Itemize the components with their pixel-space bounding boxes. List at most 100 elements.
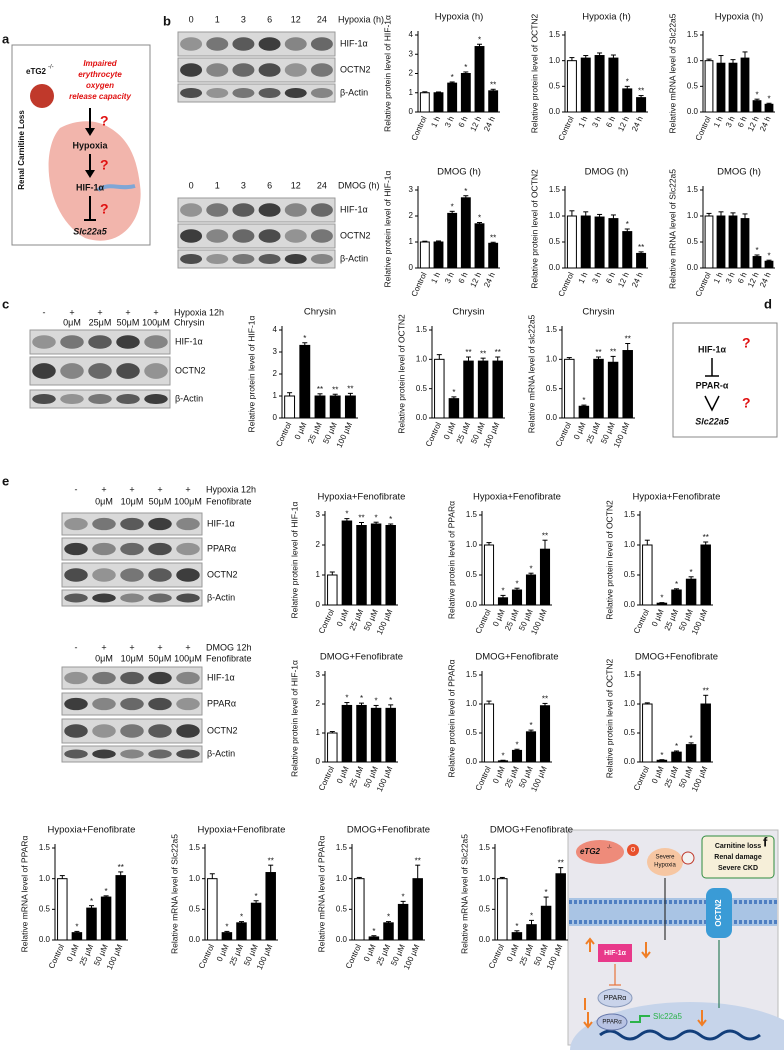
- y-tick-label: 1.5: [336, 843, 348, 852]
- significance: **: [480, 349, 486, 358]
- mouse-label: eTG2: [580, 847, 601, 856]
- y-tick-label: 2: [409, 211, 414, 220]
- x-tick-label: Control: [344, 943, 363, 970]
- bar: [433, 241, 444, 269]
- blot-band: [232, 229, 255, 243]
- bar: [327, 574, 338, 606]
- significance: *: [660, 594, 663, 603]
- blot-band: [120, 593, 144, 603]
- blot-band: [206, 37, 229, 51]
- blot-band: [176, 517, 200, 531]
- significance: **: [415, 856, 421, 865]
- bar: [578, 405, 590, 419]
- blot-row-label: β-Actin: [207, 592, 235, 602]
- erythrocyte: [30, 84, 54, 108]
- blot-band: [148, 749, 172, 759]
- chart-title: Hypoxia+Fenofibrate: [473, 492, 561, 503]
- significance: *: [515, 740, 518, 749]
- y-tick-label: 1.5: [416, 325, 428, 334]
- blot-band: [284, 203, 307, 217]
- y-tick-label: 1.0: [416, 354, 428, 363]
- bar: [497, 597, 509, 606]
- arrow-head: [85, 128, 95, 136]
- y-tick-label: 3: [409, 49, 414, 58]
- significance: *: [402, 892, 405, 901]
- blot-band: [148, 568, 172, 582]
- bar: [671, 751, 682, 763]
- change-arrows: [583, 937, 707, 1029]
- ppar-nuc-label: PPARα: [602, 1020, 622, 1026]
- y-axis-label: Relative protein level of OCTN2: [604, 658, 614, 778]
- promoter-arrow: [630, 1015, 650, 1023]
- lane-sign: +: [101, 642, 106, 652]
- y-tick-label: 0: [409, 263, 414, 272]
- blot-band: [180, 63, 203, 77]
- x-tick-label: 6 h: [457, 115, 470, 129]
- lane-label: 3: [241, 180, 246, 190]
- blot-band: [148, 542, 172, 556]
- y-tick-label: 0.0: [687, 263, 699, 272]
- blot-band: [258, 253, 281, 265]
- hypoxia-shape: [647, 848, 683, 876]
- bar: [477, 360, 489, 419]
- gene-label: Slc22a5: [653, 1012, 682, 1021]
- y-tick-label: 3: [316, 510, 321, 519]
- bar: [354, 878, 365, 941]
- y-tick-label: 0.5: [466, 728, 478, 737]
- blot-band: [176, 568, 200, 582]
- lane-dose: 100μM: [174, 496, 202, 506]
- mouse-sup: -/-: [607, 844, 612, 850]
- blot-band: [88, 363, 112, 379]
- blot-band: [116, 363, 140, 379]
- hif-shape: [598, 944, 632, 962]
- x-tick-label: 0 μM: [293, 421, 309, 441]
- blot-band: [258, 229, 281, 243]
- x-tick-label: 3 h: [443, 271, 456, 285]
- significance: *: [582, 396, 585, 405]
- y-tick-label: 0: [409, 107, 414, 116]
- bar: [397, 903, 409, 941]
- bar: [474, 46, 485, 113]
- y-tick-label: 0.0: [466, 600, 478, 609]
- y-axis-label: Relative mRNA level of Slc22a5: [667, 169, 677, 289]
- y-tick-label: 1.0: [687, 211, 699, 220]
- blot-band: [310, 37, 333, 51]
- oxygen: [627, 844, 639, 856]
- blot-band: [148, 697, 172, 711]
- blot-band: [180, 87, 203, 99]
- blot-band: [120, 671, 144, 685]
- panel-letter: e: [2, 473, 9, 488]
- bar: [539, 548, 551, 606]
- bar: [341, 704, 353, 763]
- lane-dose: 0μM: [95, 653, 113, 663]
- y-tick-label: 1.5: [479, 843, 491, 852]
- blot-band: [32, 363, 56, 379]
- significance: **: [465, 348, 471, 357]
- blot-band: [64, 517, 88, 531]
- x-tick-label: Control: [424, 421, 443, 448]
- panel-letter: c: [2, 296, 9, 311]
- blot-band: [92, 593, 116, 603]
- blot-band: [92, 517, 116, 531]
- chart-title: Chrysin: [304, 307, 336, 318]
- bar: [488, 242, 499, 269]
- x-tick-label: Control: [487, 943, 506, 970]
- blot-band: [148, 593, 172, 603]
- note: Impaired: [83, 59, 117, 68]
- blot-band: [206, 87, 229, 99]
- bar: [608, 218, 619, 269]
- bar: [327, 732, 338, 763]
- lane-label: 1: [215, 180, 220, 190]
- blot-row-label: HIF-1α: [207, 672, 235, 682]
- lane-sign: -: [75, 484, 78, 494]
- blot-band: [284, 63, 307, 77]
- bar: [497, 760, 509, 763]
- lane-sign: +: [97, 307, 102, 317]
- y-tick-label: 1.5: [39, 843, 51, 852]
- side-label: Renal Carnitine Loss: [17, 110, 26, 190]
- dna: [599, 1029, 761, 1041]
- bar: [511, 932, 523, 941]
- node: Slc22a5: [695, 416, 730, 426]
- bar: [383, 922, 394, 941]
- lane-dose: 0μM: [63, 317, 81, 327]
